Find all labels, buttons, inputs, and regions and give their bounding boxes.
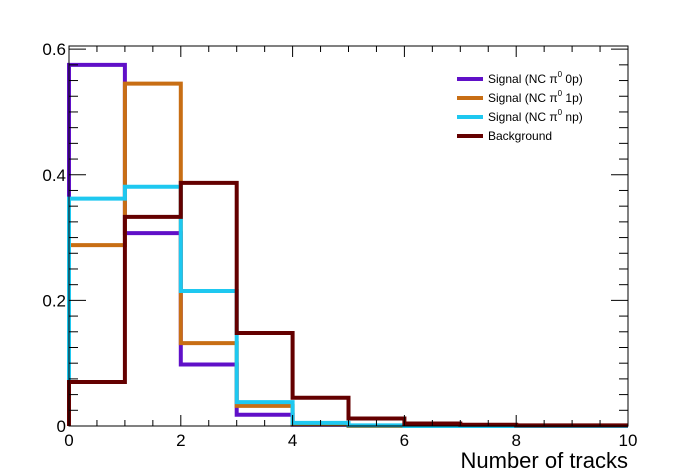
x-tick-label: 6 xyxy=(400,431,409,450)
y-tick-label: 0.6 xyxy=(42,40,66,59)
x-tick-label: 2 xyxy=(176,431,185,450)
y-tick-label: 0.4 xyxy=(42,166,66,185)
x-axis-title: Number of tracks xyxy=(461,448,629,473)
y-tick-label: 0.2 xyxy=(42,291,66,310)
legend: Signal (NC π0 0p) Signal (NC π0 1p) Signal… xyxy=(457,70,583,143)
legend-label-4: Background xyxy=(488,129,552,143)
legend-label-2: Signal (NC π0 1p) xyxy=(488,89,583,105)
x-tick-label: 10 xyxy=(619,431,638,450)
legend-label-3: Signal (NC π0 np) xyxy=(488,108,583,124)
legend-label-1: Signal (NC π0 0p) xyxy=(488,70,583,86)
x-tick-label: 0 xyxy=(64,431,73,450)
x-tick-label: 4 xyxy=(288,431,297,450)
ticks-layer: 0 2 4 6 8 10 0 0.2 0.4 0.6 xyxy=(42,40,637,450)
x-tick-label: 8 xyxy=(511,431,520,450)
series-line-4 xyxy=(67,180,628,428)
series-line-3 xyxy=(67,184,628,428)
y-tick-label: 0 xyxy=(57,417,66,436)
